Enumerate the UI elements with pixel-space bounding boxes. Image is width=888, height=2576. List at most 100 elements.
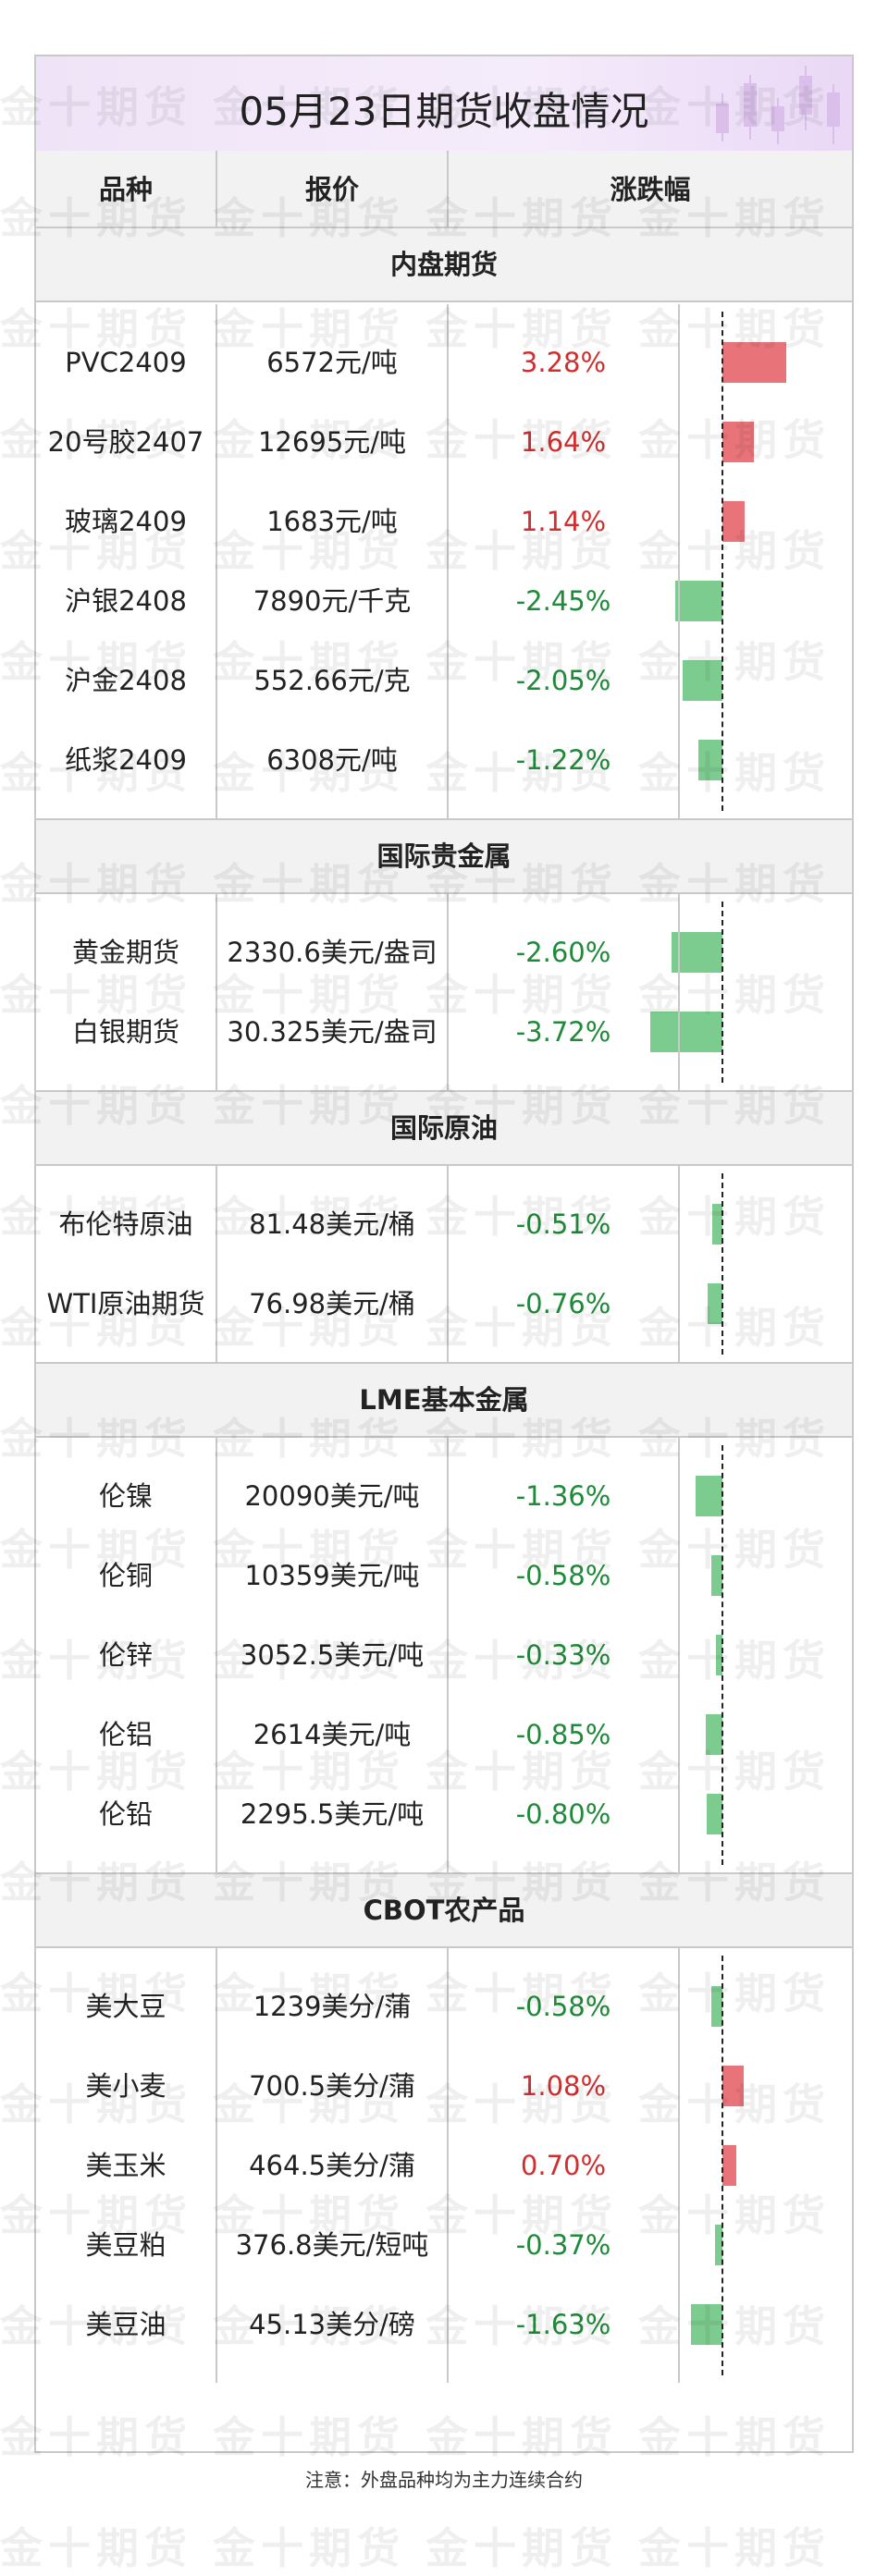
product-name: 伦铜 xyxy=(98,1560,153,1591)
change-percent: -0.58% xyxy=(515,1991,611,2022)
table-row: WTI原油期货 76.98美元/桶 -0.76% xyxy=(36,1264,852,1343)
table-row: PVC2409 6572元/吨 3.28% xyxy=(36,323,852,402)
column-divider xyxy=(678,1948,680,2383)
product-price: 76.98美元/桶 xyxy=(249,1288,415,1319)
change-bar xyxy=(707,1794,722,1834)
section-header: 内盘期货 xyxy=(36,227,852,302)
change-percent: -1.63% xyxy=(515,2309,611,2340)
product-price: 20090美元/吨 xyxy=(244,1480,420,1512)
column-divider xyxy=(447,1166,449,1362)
product-price: 552.66元/克 xyxy=(253,665,411,696)
table-row: 美豆粕 376.8美元/短吨 -0.37% xyxy=(36,2205,852,2285)
change-percent: -0.51% xyxy=(515,1208,611,1240)
column-divider xyxy=(678,1438,680,1872)
product-name: 黄金期货 xyxy=(71,937,179,968)
table-row: 美大豆 1239美分/蒲 -0.58% xyxy=(36,1967,852,2046)
column-divider xyxy=(216,1438,217,1872)
change-percent: -2.45% xyxy=(515,585,611,617)
change-bar xyxy=(722,2145,736,2186)
change-bar xyxy=(722,2066,744,2106)
column-divider xyxy=(216,304,217,818)
table-row: 伦镍 20090美元/吨 -1.36% xyxy=(36,1456,852,1536)
product-name: 白银期货 xyxy=(71,1016,179,1048)
table-row: 美玉米 464.5美分/蒲 0.70% xyxy=(36,2126,852,2205)
watermark: 金十期货 金十期货 金十期货 金十期货 xyxy=(0,2523,832,2573)
product-price: 81.48美元/桶 xyxy=(249,1208,415,1240)
change-percent: -0.33% xyxy=(515,1639,611,1671)
column-divider xyxy=(447,1438,449,1872)
column-divider xyxy=(447,151,449,228)
product-name: 美玉米 xyxy=(85,2150,166,2181)
column-divider xyxy=(216,894,217,1090)
product-price: 6572元/吨 xyxy=(266,347,398,378)
change-percent: -2.05% xyxy=(515,665,611,696)
product-price: 12695元/吨 xyxy=(257,426,407,458)
product-price: 2330.6美元/盎司 xyxy=(227,937,438,968)
change-bar xyxy=(706,1714,722,1755)
product-price: 45.13美分/磅 xyxy=(249,2309,415,2340)
product-price: 3052.5美元/吨 xyxy=(240,1639,425,1671)
section-header: 国际原油 xyxy=(36,1090,852,1166)
change-percent: -3.72% xyxy=(515,1016,611,1048)
column-divider xyxy=(216,1166,217,1362)
change-percent: -2.60% xyxy=(515,937,611,968)
product-name: 沪金2408 xyxy=(65,665,187,696)
title-bar: 05月23日期货收盘情况 xyxy=(36,56,852,153)
table-row: 玻璃2409 1683元/吨 1.14% xyxy=(36,482,852,561)
product-price: 376.8美元/短吨 xyxy=(235,2229,429,2261)
product-price: 1239美分/蒲 xyxy=(253,1991,412,2022)
product-name: WTI原油期货 xyxy=(46,1288,205,1319)
change-percent: -1.22% xyxy=(515,744,611,776)
table-row: 沪金2408 552.66元/克 -2.05% xyxy=(36,641,852,720)
product-name: 美豆粕 xyxy=(85,2229,166,2261)
change-bar xyxy=(698,740,722,780)
table-row: 白银期货 30.325美元/盎司 -3.72% xyxy=(36,992,852,1072)
change-percent: -0.85% xyxy=(515,1719,611,1750)
product-price: 700.5美分/蒲 xyxy=(249,2070,415,2102)
change-bar xyxy=(712,1204,722,1245)
change-bar xyxy=(722,422,755,462)
change-percent: 1.08% xyxy=(520,2070,607,2102)
candlestick-decoration-icon xyxy=(716,66,840,144)
product-name: 美大豆 xyxy=(85,1991,166,2022)
change-bar xyxy=(708,1283,722,1324)
header-change: 涨跌幅 xyxy=(610,174,691,205)
product-name: PVC2409 xyxy=(65,347,187,378)
column-divider xyxy=(678,304,680,818)
table-row: 伦锌 3052.5美元/吨 -0.33% xyxy=(36,1615,852,1695)
column-divider xyxy=(447,304,449,818)
product-price: 2614美元/吨 xyxy=(253,1719,412,1750)
column-divider xyxy=(216,151,217,228)
zero-axis-line xyxy=(722,1956,723,2375)
footnote: 注意：外盘品种均为主力连续合约 xyxy=(305,2469,583,2491)
change-bar xyxy=(710,1986,722,2027)
change-bar xyxy=(649,1012,722,1052)
change-percent: 1.14% xyxy=(520,506,607,537)
column-divider xyxy=(216,1948,217,2383)
section-header: LME基本金属 xyxy=(36,1362,852,1438)
table-row: 美豆油 45.13美分/磅 -1.63% xyxy=(36,2285,852,2364)
change-percent: -1.36% xyxy=(515,1480,611,1512)
product-price: 30.325美元/盎司 xyxy=(227,1016,438,1048)
change-bar xyxy=(715,2225,722,2265)
zero-axis-line xyxy=(722,902,723,1083)
table-header: 品种 报价 涨跌幅 xyxy=(36,151,852,230)
product-price: 464.5美分/蒲 xyxy=(249,2150,415,2181)
column-divider xyxy=(678,894,680,1090)
product-name: 20号胶2407 xyxy=(47,426,204,458)
product-name: 沪银2408 xyxy=(65,585,187,617)
product-name: 伦铝 xyxy=(98,1719,153,1750)
section-header: 国际贵金属 xyxy=(36,818,852,894)
table-frame: 05月23日期货收盘情况 品种 报价 涨跌幅 内盘期货 PVC2409 6572元/… xyxy=(34,55,854,2453)
product-price: 2295.5美元/吨 xyxy=(240,1798,425,1830)
product-name: 纸浆2409 xyxy=(65,744,187,776)
table-row: 伦铅 2295.5美元/吨 -0.80% xyxy=(36,1774,852,1854)
change-bar xyxy=(722,501,745,542)
product-name: 伦铅 xyxy=(98,1798,153,1830)
product-price: 1683元/吨 xyxy=(266,506,398,537)
table-row: 沪银2408 7890元/千克 -2.45% xyxy=(36,561,852,641)
product-price: 6308元/吨 xyxy=(266,744,398,776)
product-name: 布伦特原油 xyxy=(58,1208,193,1240)
table-row: 布伦特原油 81.48美元/桶 -0.51% xyxy=(36,1184,852,1264)
product-name: 伦锌 xyxy=(98,1639,153,1671)
